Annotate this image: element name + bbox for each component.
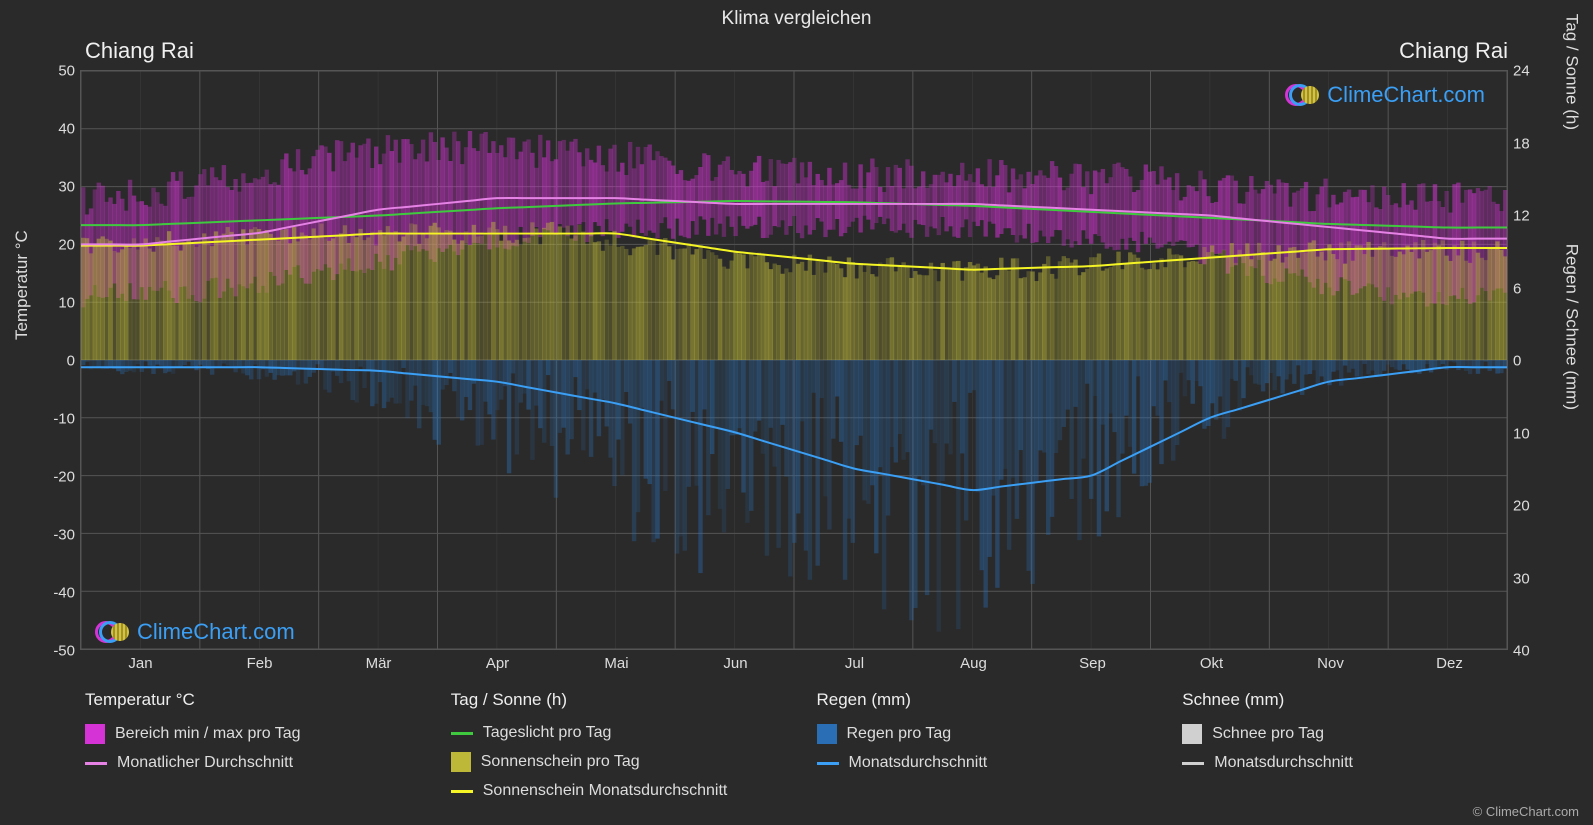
legend-label: Tageslicht pro Tag	[483, 724, 612, 742]
legend-item: Monatsdurchschnitt	[1182, 754, 1508, 772]
y-right-tick: 40	[1513, 643, 1530, 660]
y-right-tick: 6	[1513, 280, 1521, 297]
legend-label: Regen pro Tag	[847, 725, 952, 743]
y-left-tick: 10	[58, 295, 75, 312]
y-right-top-axis-label: Tag / Sonne (h)	[1561, 14, 1581, 130]
x-tick: Mai	[604, 655, 628, 672]
legend-header: Temperatur °C	[85, 690, 411, 710]
y-right-tick: 30	[1513, 570, 1530, 587]
legend-swatch	[85, 762, 107, 765]
legend-header: Tag / Sonne (h)	[451, 690, 777, 710]
legend-item: Schnee pro Tag	[1182, 724, 1508, 744]
x-tick: Sep	[1079, 655, 1106, 672]
x-tick: Okt	[1200, 655, 1223, 672]
legend-column: Schnee (mm) Schnee pro Tag Monatsdurchschn…	[1182, 690, 1508, 800]
legend-swatch	[817, 724, 837, 744]
legend-swatch	[85, 724, 105, 744]
legend-swatch	[1182, 762, 1204, 765]
x-tick: Jan	[128, 655, 152, 672]
legend-header: Schnee (mm)	[1182, 690, 1508, 710]
legend-label: Sonnenschein Monatsdurchschnitt	[483, 782, 728, 800]
plot-svg	[81, 71, 1507, 649]
y-left-tick: -20	[53, 469, 75, 486]
y-left-tick: 20	[58, 237, 75, 254]
location-left-label: Chiang Rai	[85, 38, 194, 64]
x-tick: Dez	[1436, 655, 1463, 672]
chart-title: Klima vergleichen	[0, 0, 1593, 30]
climechart-logo-icon	[95, 620, 131, 644]
x-tick: Apr	[486, 655, 509, 672]
y-left-tick: 0	[67, 353, 75, 370]
climechart-logo-icon	[1285, 83, 1321, 107]
legend-swatch	[1182, 724, 1202, 744]
y-left-axis-label: Temperatur °C	[12, 230, 32, 340]
y-right-tick: 24	[1513, 63, 1530, 80]
x-tick: Aug	[960, 655, 987, 672]
legend-column: Tag / Sonne (h) Tageslicht pro Tag Sonnens…	[451, 690, 777, 800]
legend-label: Sonnenschein pro Tag	[481, 753, 640, 771]
watermark-text: ClimeChart.com	[137, 619, 295, 645]
legend-label: Bereich min / max pro Tag	[115, 725, 301, 743]
y-right-tick: 18	[1513, 135, 1530, 152]
y-left-tick: 30	[58, 179, 75, 196]
copyright-label: © ClimeChart.com	[1473, 804, 1579, 819]
legend-item: Bereich min / max pro Tag	[85, 724, 411, 744]
legend-swatch	[817, 762, 839, 765]
legend-label: Monatsdurchschnitt	[1214, 754, 1353, 772]
x-tick: Feb	[247, 655, 273, 672]
legend-item: Tageslicht pro Tag	[451, 724, 777, 742]
legend-swatch	[451, 790, 473, 793]
legend-item: Regen pro Tag	[817, 724, 1143, 744]
legend-label: Monatsdurchschnitt	[849, 754, 988, 772]
location-right-label: Chiang Rai	[1399, 38, 1508, 64]
y-right-tick: 12	[1513, 208, 1530, 225]
x-tick: Jul	[845, 655, 864, 672]
y-left-tick: -10	[53, 411, 75, 428]
y-left-tick: -40	[53, 585, 75, 602]
legend-column: Regen (mm) Regen pro Tag Monatsdurchschnit…	[817, 690, 1143, 800]
watermark-text: ClimeChart.com	[1327, 82, 1485, 108]
x-tick: Jun	[723, 655, 747, 672]
legend-header: Regen (mm)	[817, 690, 1143, 710]
y-left-tick: 40	[58, 121, 75, 138]
x-tick: Nov	[1317, 655, 1344, 672]
watermark-top-right: ClimeChart.com	[1285, 82, 1485, 108]
legend-item: Monatlicher Durchschnitt	[85, 754, 411, 772]
climate-chart: Klima vergleichen Chiang Rai Chiang Rai …	[0, 0, 1593, 825]
legend-label: Monatlicher Durchschnitt	[117, 754, 293, 772]
legend: Temperatur °C Bereich min / max pro Tag Mo…	[85, 690, 1508, 800]
legend-item: Monatsdurchschnitt	[817, 754, 1143, 772]
legend-item: Sonnenschein Monatsdurchschnitt	[451, 782, 777, 800]
y-right-tick: 10	[1513, 425, 1530, 442]
x-tick: Mär	[366, 655, 392, 672]
legend-column: Temperatur °C Bereich min / max pro Tag Mo…	[85, 690, 411, 800]
legend-item: Sonnenschein pro Tag	[451, 752, 777, 772]
y-left-tick: -30	[53, 527, 75, 544]
watermark-bottom-left: ClimeChart.com	[95, 619, 295, 645]
legend-swatch	[451, 732, 473, 735]
y-right-bottom-axis-label: Regen / Schnee (mm)	[1561, 244, 1581, 410]
plot-area: 50403020100-10-20-30-40-5024181260102030…	[80, 70, 1508, 650]
y-right-tick: 0	[1513, 353, 1521, 370]
y-right-tick: 20	[1513, 498, 1530, 515]
y-left-tick: 50	[58, 63, 75, 80]
y-left-tick: -50	[53, 643, 75, 660]
legend-swatch	[451, 752, 471, 772]
legend-label: Schnee pro Tag	[1212, 725, 1324, 743]
